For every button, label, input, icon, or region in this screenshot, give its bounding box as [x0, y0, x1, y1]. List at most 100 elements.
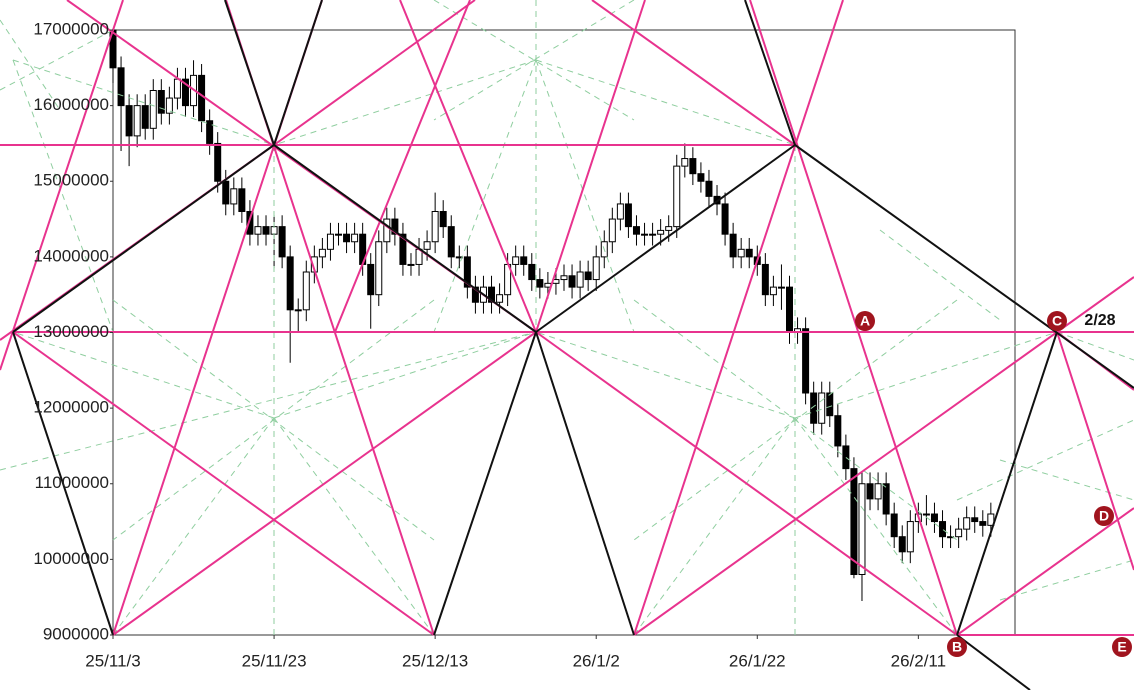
candle-body	[786, 286, 793, 333]
y-tick-label: 11000000	[35, 473, 109, 492]
candle-body	[641, 233, 649, 236]
candle-body	[117, 67, 125, 107]
point-marker	[1047, 311, 1067, 331]
candle-body	[149, 90, 157, 129]
point-marker	[1094, 506, 1114, 526]
candle-body	[230, 188, 238, 205]
candle-body	[302, 271, 310, 311]
candle-body	[737, 248, 745, 258]
y-tick-label: 9000000	[43, 624, 109, 643]
y-tick-label: 12000000	[33, 398, 109, 417]
candle-body	[689, 158, 697, 175]
candle-body	[173, 78, 181, 99]
candle-body	[496, 294, 504, 303]
candle-body	[850, 468, 858, 575]
candle-body	[858, 483, 866, 575]
candle-body	[963, 517, 971, 530]
candle-body	[705, 180, 713, 197]
point-label: A	[860, 313, 870, 329]
black-lines	[12, 0, 1134, 690]
candle-body	[721, 203, 729, 235]
candle-body	[133, 105, 141, 137]
candle-body	[745, 248, 753, 258]
candle-body	[882, 483, 890, 515]
candle-body	[624, 203, 632, 228]
x-tick-label: 25/11/23	[242, 651, 307, 670]
candle-body	[375, 241, 383, 296]
candle-body	[560, 275, 568, 281]
candle-body	[681, 158, 689, 167]
candle-body	[769, 286, 777, 296]
candle-body	[761, 263, 769, 296]
candle-body	[592, 256, 600, 281]
candle-body	[608, 218, 616, 243]
candle-body	[802, 328, 810, 394]
point-label: D	[1099, 508, 1109, 524]
candle-body	[335, 233, 342, 236]
candle-body	[238, 188, 246, 212]
candle-body	[657, 229, 665, 235]
candle-body	[181, 78, 189, 107]
candle-body	[930, 513, 938, 523]
point-label: B	[952, 639, 962, 655]
x-tick-label: 25/12/13	[402, 651, 468, 670]
candles	[109, 29, 995, 601]
candle-body	[318, 248, 326, 258]
candle-body	[584, 271, 592, 281]
pink-lines	[0, 0, 1134, 636]
candle-body	[198, 74, 206, 122]
candle-body	[165, 97, 173, 114]
candle-body	[254, 226, 262, 235]
candle-body	[979, 521, 987, 526]
candle-body	[262, 226, 270, 235]
candle-body	[842, 445, 850, 470]
candle-body	[649, 233, 657, 236]
candle-body	[971, 517, 979, 523]
candle-body	[125, 105, 133, 137]
candle-body	[955, 528, 963, 538]
candle-body	[987, 513, 995, 526]
candle-body	[343, 233, 351, 243]
candle-body	[536, 279, 544, 288]
candle-body	[576, 271, 584, 288]
y-tick-label: 14000000	[33, 246, 109, 265]
point-marker	[947, 637, 967, 657]
candle-body	[326, 233, 334, 250]
x-tick-label: 25/11/3	[85, 651, 140, 670]
candle-body	[423, 241, 431, 250]
candle-body	[471, 286, 479, 303]
candle-body	[826, 392, 834, 417]
candle-body	[294, 309, 302, 312]
candle-body	[632, 226, 640, 235]
candle-body	[673, 165, 681, 228]
candle-body	[391, 218, 399, 235]
candle-body	[939, 521, 947, 538]
candle-body	[898, 536, 906, 553]
y-tick-label: 10000000	[33, 549, 109, 568]
date-label: 2/28	[1084, 312, 1115, 329]
candle-body	[874, 483, 882, 500]
candle-body	[431, 211, 439, 243]
candle-body	[351, 233, 359, 243]
guide-dashed-lines	[0, 0, 1134, 636]
point-marker	[855, 311, 875, 331]
candle-body	[278, 226, 286, 258]
candle-body	[286, 256, 294, 311]
point-marker	[1112, 637, 1132, 657]
candle-body	[834, 415, 842, 447]
y-tick-label: 15000000	[33, 171, 109, 190]
candle-body	[890, 513, 898, 538]
candle-body	[447, 226, 455, 258]
x-tick-label: 26/1/22	[729, 651, 786, 670]
candle-body	[383, 218, 391, 243]
candle-body	[488, 286, 496, 303]
candle-body	[528, 263, 536, 281]
candle-body	[520, 256, 528, 265]
point-label: E	[1117, 639, 1126, 655]
candle-body	[777, 286, 785, 289]
x-tick-label: 26/2/11	[891, 651, 946, 670]
candle-body	[367, 263, 375, 296]
candle-body	[141, 105, 149, 129]
candle-body	[439, 211, 447, 228]
